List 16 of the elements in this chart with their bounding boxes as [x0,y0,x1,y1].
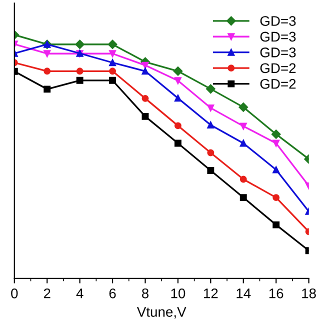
x-tick-label: 0 [11,288,18,298]
x-tick-label: 12 [204,288,218,298]
x-tick-label: 2 [44,288,50,298]
legend-label: GD=2 [260,78,296,89]
legend-label: GD=3 [260,48,296,58]
x-tick-label: 8 [142,288,149,298]
x-tick-label: 10 [171,288,186,298]
legend-label: GD=3 [260,16,296,26]
x-axis-title: Vtune,V [136,307,186,318]
x-tick-label: 14 [236,288,251,298]
x-tick-label: 16 [269,288,284,298]
legend-label: GD=3 [260,32,296,42]
x-tick-label: 18 [302,288,316,298]
x-tick-label: 4 [76,288,84,298]
legend-label: GD=2 [260,63,296,74]
x-tick-label: 6 [109,288,116,298]
